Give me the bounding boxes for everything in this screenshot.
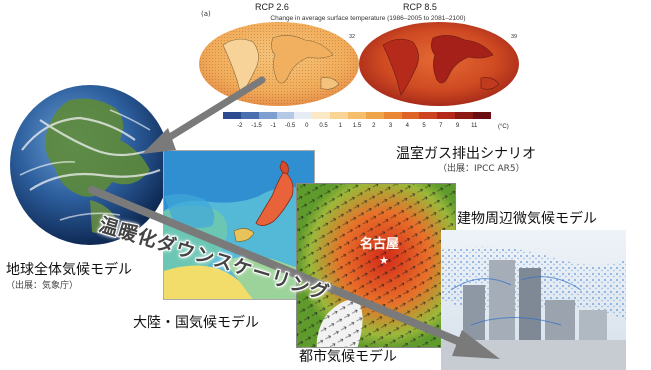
global-model-label: 地球全体気候モデル bbox=[6, 262, 132, 278]
colorbar-swatch bbox=[276, 112, 295, 119]
rcp26-count: 32 bbox=[349, 34, 355, 40]
scenario-source: （出展：IPCC AR5） bbox=[438, 164, 525, 174]
colorbar-swatch bbox=[401, 112, 420, 119]
colorbar-tick-label: 4 bbox=[405, 123, 409, 129]
colorbar-swatch bbox=[473, 112, 491, 119]
building-model-label: 建物周辺微気候モデル bbox=[457, 211, 597, 227]
colorbar-swatch bbox=[312, 112, 331, 119]
colorbar-swatch bbox=[294, 112, 313, 119]
colorbar-swatch bbox=[437, 112, 456, 119]
building-scene-graphic bbox=[441, 230, 626, 370]
continental-model-label: 大陸・国気候モデル bbox=[133, 315, 259, 331]
colorbar-tick-label: 1.5 bbox=[352, 123, 362, 129]
colorbar-swatch bbox=[383, 112, 402, 119]
colorbar-tick-label: 2 bbox=[372, 123, 376, 129]
nagoya-label: 名古屋 bbox=[360, 237, 400, 252]
colorbar-tick-label: -2 bbox=[237, 123, 243, 129]
scenario-label: 温室ガス排出シナリオ bbox=[396, 146, 536, 162]
colorbar-tick-label: 7 bbox=[439, 123, 443, 129]
rcp26-title: RCP 2.6 bbox=[255, 2, 289, 12]
colorbar-tick-label: 9 bbox=[455, 123, 460, 129]
global-model-globe bbox=[10, 85, 170, 245]
ipcc-panel-tag: (a) bbox=[201, 10, 211, 18]
colorbar-tick-label: 11 bbox=[471, 123, 478, 129]
colorbar-swatch bbox=[258, 112, 277, 119]
ipcc-subtitle: Change in average surface temperature (1… bbox=[270, 15, 466, 22]
colorbar-tick-label: 0 bbox=[305, 123, 309, 129]
colorbar-tick-label: 1 bbox=[338, 123, 342, 129]
colorbar-swatch bbox=[419, 112, 438, 119]
colorbar-swatch bbox=[455, 112, 474, 119]
rcp26-map bbox=[199, 22, 359, 106]
colorbar-tick-label: -1.5 bbox=[251, 123, 262, 129]
nagoya-star-icon: ★ bbox=[379, 254, 389, 267]
colorbar-tick-label: 5 bbox=[422, 123, 426, 129]
city-map-graphic bbox=[297, 184, 455, 347]
colorbar-swatch bbox=[365, 112, 384, 119]
colorbar-swatch bbox=[330, 112, 349, 119]
building-microclimate-image bbox=[441, 230, 626, 370]
global-model-source: （出展：気象庁） bbox=[6, 281, 79, 291]
colorbar-tick-label: -1 bbox=[270, 123, 276, 129]
colorbar-tick-label: 3 bbox=[388, 123, 393, 129]
ipcc-temperature-maps: (a) RCP 2.6 RCP 8.5 Change in average su… bbox=[193, 0, 533, 135]
rcp85-map bbox=[359, 22, 519, 106]
city-model-label: 都市気候モデル bbox=[299, 349, 397, 365]
colorbar-swatch bbox=[223, 112, 241, 119]
rcp85-title: RCP 8.5 bbox=[403, 2, 437, 12]
colorbar-tick-label: 0.5 bbox=[319, 123, 328, 129]
city-model-map bbox=[296, 183, 456, 348]
colorbar-swatch bbox=[348, 112, 366, 119]
rcp-maps-graphic: 32 39 bbox=[199, 22, 519, 106]
temperature-colorbar bbox=[223, 112, 491, 119]
rcp85-count: 39 bbox=[511, 34, 517, 40]
colorbar-tick-label: -0.5 bbox=[284, 123, 296, 129]
colorbar-tick-labels: -2 -1.5 -1 -0.5 0 0.5 1 1.5 2 3 4 5 7 9 11 bbox=[223, 123, 491, 133]
colorbar-swatch bbox=[240, 112, 259, 119]
colorbar-unit: (°C) bbox=[498, 124, 509, 130]
